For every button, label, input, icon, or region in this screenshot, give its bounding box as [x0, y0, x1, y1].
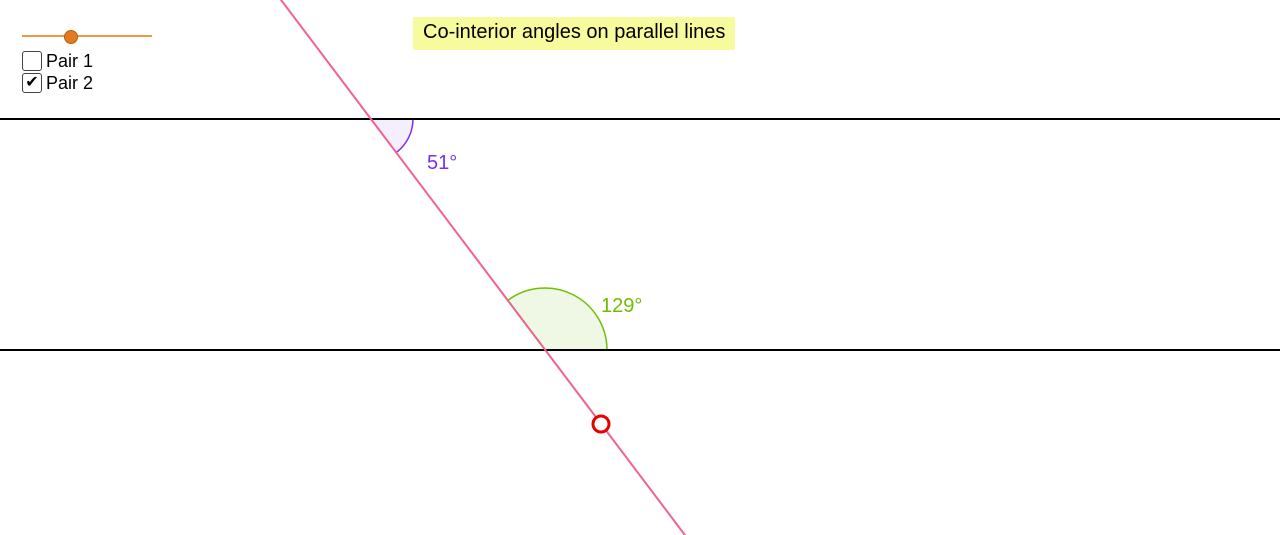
geometry-canvas[interactable]	[0, 0, 1280, 535]
checkbox-box-pair2[interactable]: ✔	[22, 73, 42, 93]
checkbox-group: Pair 1 ✔ Pair 2	[22, 50, 93, 94]
angle-slider[interactable]	[22, 30, 152, 42]
draggable-point[interactable]	[593, 416, 609, 432]
checkbox-pair2[interactable]: ✔ Pair 2	[22, 72, 93, 94]
angle-label-top: 51°	[427, 152, 457, 175]
checkbox-label: Pair 1	[46, 50, 93, 72]
slider-thumb[interactable]	[64, 30, 78, 44]
transversal-line[interactable]	[266, 0, 700, 535]
checkbox-box-pair1[interactable]	[22, 51, 42, 71]
slider-track	[22, 35, 152, 37]
checkbox-pair1[interactable]: Pair 1	[22, 50, 93, 72]
title-label: Co-interior angles on parallel lines	[413, 17, 735, 50]
checkbox-label: Pair 2	[46, 72, 93, 94]
angle-label-bottom: 129°	[601, 295, 642, 318]
